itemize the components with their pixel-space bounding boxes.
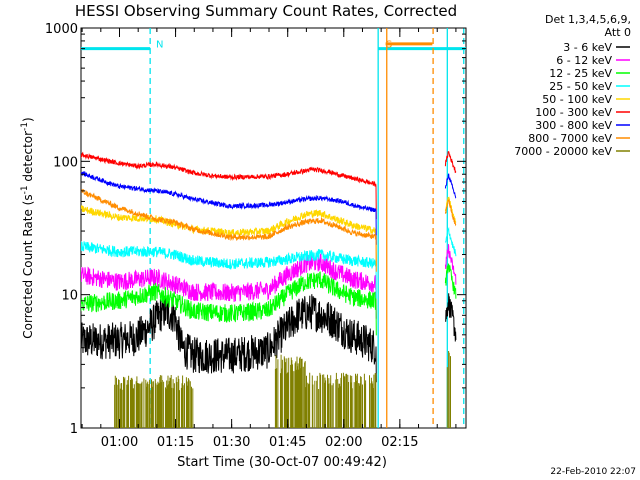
y-axis-label: Corrected Count Rate (s-1 detector-1) — [20, 117, 35, 338]
legend-label: 3 - 6 keV — [563, 41, 612, 54]
series-line — [81, 226, 457, 299]
series-line — [81, 263, 457, 336]
series-line — [81, 188, 457, 272]
y-tick-label: 10 — [61, 289, 78, 304]
x-tick-label: 02:00 — [325, 435, 362, 450]
chart-title: HESSI Observing Summary Count Rates, Cor… — [75, 2, 457, 20]
legend-header-att: Att 0 — [605, 26, 631, 39]
series-lines — [81, 151, 457, 428]
series-line — [81, 151, 457, 220]
legend-label: 100 - 300 keV — [535, 106, 612, 119]
x-axis-label: Start Time (30-Oct-07 00:49:42) — [177, 455, 387, 470]
plot-border — [80, 27, 467, 429]
axis-ticks: 01:00 01:15 01:30 01:45 02:00 02:15 1 10 100 1000 — [45, 22, 466, 450]
y-tick-label: 1 — [70, 422, 78, 437]
interval-markers — [81, 28, 466, 428]
legend-label: 25 - 50 keV — [549, 80, 612, 93]
x-tick-label: 01:45 — [269, 435, 306, 450]
series-line — [114, 351, 451, 428]
footer-timestamp: 22-Feb-2010 22:07 — [550, 467, 636, 477]
annotation-label: N — [156, 40, 163, 51]
legend-label: 6 - 12 keV — [556, 54, 612, 67]
legend-label: 300 - 800 keV — [535, 119, 612, 132]
y-tick-label: 1000 — [45, 22, 78, 37]
y-tick-label: 100 — [53, 155, 78, 170]
legend-header: Det 1,3,4,5,6,9, — [545, 13, 631, 26]
legend-label: 50 - 100 keV — [542, 93, 612, 106]
x-tick-label: 01:00 — [101, 435, 138, 450]
series-line — [81, 244, 457, 319]
legend-label: 800 - 7000 keV — [528, 132, 612, 145]
legend-label: 12 - 25 keV — [549, 67, 612, 80]
series-line — [81, 293, 457, 383]
plot-frame — [80, 27, 467, 429]
legend-label: 7000 - 20000 keV — [514, 145, 612, 158]
x-tick-label: 02:15 — [381, 435, 418, 450]
x-tick-label: 01:15 — [157, 435, 194, 450]
annotation-label: S — [386, 40, 392, 51]
x-tick-label: 01:30 — [213, 435, 250, 450]
series-line — [81, 196, 457, 266]
series-line — [81, 171, 457, 245]
